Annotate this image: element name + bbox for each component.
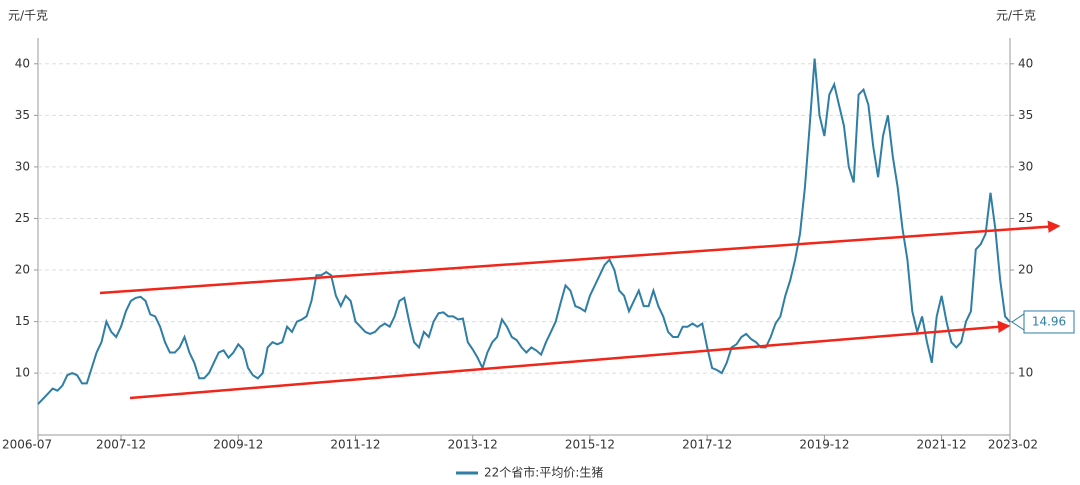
y2-axis-unit: 元/千克 xyxy=(996,9,1036,23)
x-tick-label: 2015-12 xyxy=(565,438,615,452)
y2-tick-label: 10 xyxy=(1018,366,1033,380)
last-value-label: 14.96 xyxy=(1032,314,1066,328)
trend-arrow-lower xyxy=(129,320,1011,400)
x-tick-label: 2009-12 xyxy=(213,438,263,452)
y-tick-label: 30 xyxy=(15,159,30,173)
x-tick-label: 2023-02 xyxy=(988,438,1038,452)
plot-area: 10152025303540101520253035402006-072007-… xyxy=(2,38,1075,452)
y2-tick-label: 30 xyxy=(1018,159,1033,173)
y-axis-unit: 元/千克 xyxy=(8,9,48,23)
x-tick-label: 2007-12 xyxy=(96,438,146,452)
y2-tick-label: 35 xyxy=(1018,108,1033,122)
y-tick-label: 40 xyxy=(15,56,30,70)
y-tick-label: 15 xyxy=(15,314,30,328)
x-tick-label: 2017-12 xyxy=(682,438,732,452)
last-value-box xyxy=(1023,310,1075,334)
x-tick-label: 2011-12 xyxy=(330,438,380,452)
y2-tick-label: 40 xyxy=(1018,56,1033,70)
legend-label[interactable]: 22个省市:平均价:生猪 xyxy=(484,465,603,480)
x-tick-label: 2013-12 xyxy=(448,438,498,452)
y-tick-label: 10 xyxy=(15,366,30,380)
y2-tick-label: 20 xyxy=(1018,263,1033,277)
y-tick-label: 25 xyxy=(15,211,30,225)
x-tick-label: 2019-12 xyxy=(799,438,849,452)
trend-arrow-upper xyxy=(99,220,1061,295)
y-tick-label: 20 xyxy=(15,263,30,277)
x-tick-label: 2021-12 xyxy=(917,438,967,452)
x-tick-label: 2006-07 xyxy=(2,438,52,452)
data-line xyxy=(37,58,1011,405)
y-tick-label: 35 xyxy=(15,108,30,122)
y2-tick-label: 25 xyxy=(1018,211,1033,225)
